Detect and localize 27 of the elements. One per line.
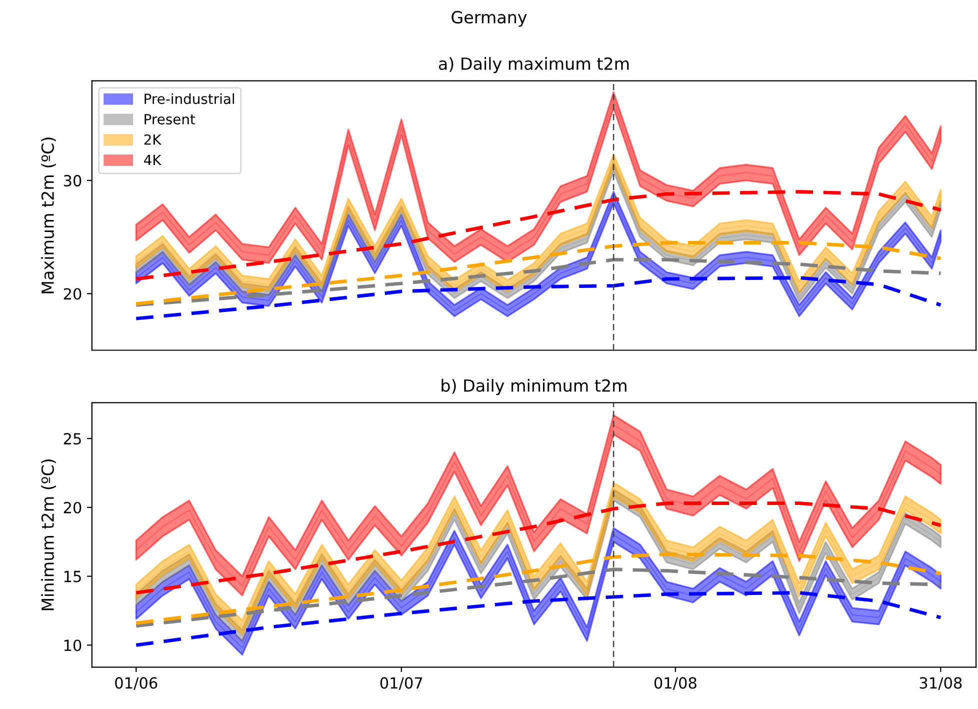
legend-label: 2K [144, 134, 162, 145]
y-axis-title: Minimum t2m (ºC) [41, 460, 56, 610]
line-series [134, 552, 942, 625]
y-tick-label: 25 [64, 432, 81, 445]
y-tick-label: 20 [64, 502, 82, 514]
chart-title: b) Daily minimum t2m [442, 378, 626, 396]
line-series [134, 240, 942, 306]
x-tick-label: 31/08 [920, 677, 962, 690]
y-tick-label: 30 [64, 174, 82, 186]
line-series [134, 276, 942, 320]
line-series [134, 568, 942, 628]
chart-subtitle: a) Daily maximum t2m [438, 57, 629, 74]
line-series [134, 502, 942, 595]
x-tick-label: 01/07 [380, 677, 422, 690]
y-tick-label: 15 [64, 570, 81, 582]
y-axis-title: Maximum t2m (ºC) [41, 138, 56, 294]
legend-label: Present [144, 114, 196, 124]
x-tick-label: 01/06 [115, 677, 158, 690]
line-series [134, 190, 942, 281]
line-series [134, 258, 942, 307]
line-series [134, 591, 942, 647]
y-tick-label: 10 [64, 640, 82, 652]
y-tick-label: 20 [64, 288, 82, 300]
chart-title: Germany [452, 10, 527, 27]
x-tick-label: 01/08 [654, 677, 696, 690]
legend-label: 4K [144, 154, 162, 166]
legend-label: Pre-industrial [144, 93, 234, 104]
